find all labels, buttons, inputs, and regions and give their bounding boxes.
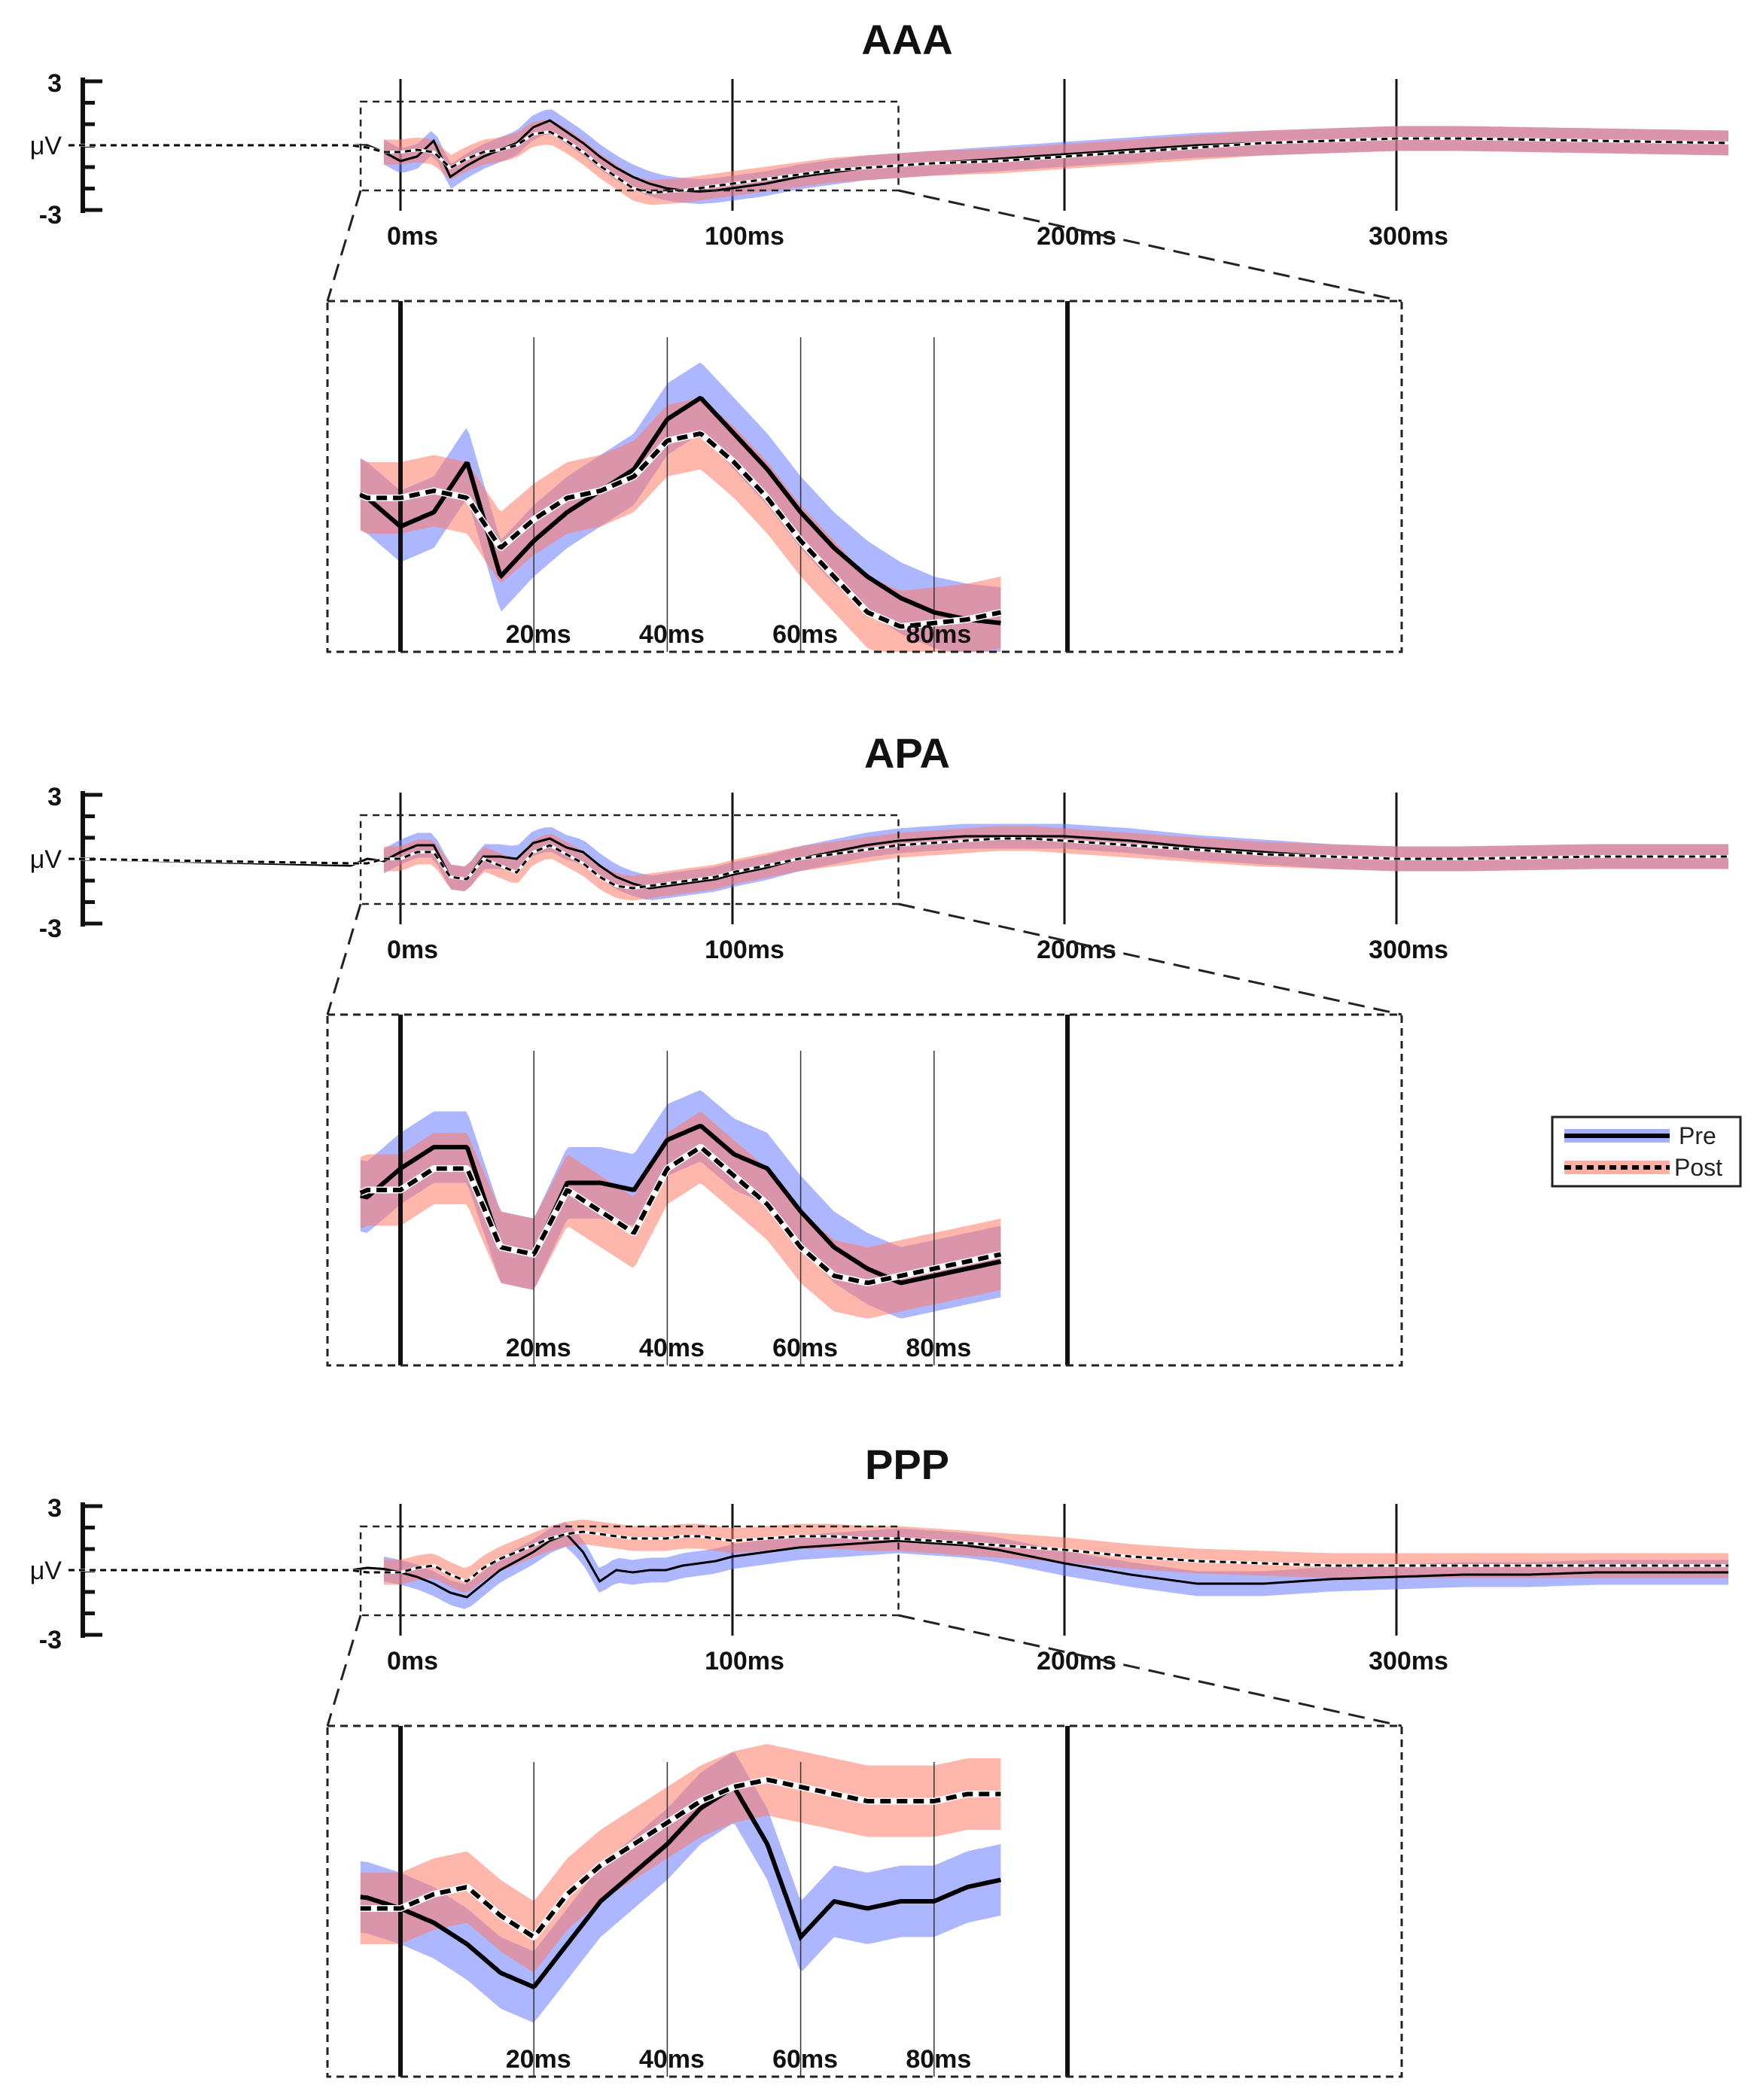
legend: Pre Post xyxy=(1551,1115,1742,1188)
inset-tick-label: 40ms xyxy=(639,620,705,649)
inset-pre-line xyxy=(360,1784,1002,1990)
zoom-region-box xyxy=(359,1525,900,1617)
x-tick-label: 0ms xyxy=(387,936,438,964)
inset-post-line xyxy=(360,1777,1001,1940)
y-tick-label: -3 xyxy=(39,915,62,943)
inset-frame xyxy=(326,1013,1403,1367)
inset-post-line xyxy=(359,1145,1002,1286)
inset-tick-label: 60ms xyxy=(772,620,838,649)
x-tick-label: 100ms xyxy=(705,222,784,251)
inset-plot xyxy=(360,1726,1070,2077)
inset-tick-label: 20ms xyxy=(506,2045,571,2074)
legend-label-pre: Pre xyxy=(1679,1122,1716,1149)
y-tick-label: -3 xyxy=(39,201,62,230)
y-tick-label: 3 xyxy=(47,1494,62,1523)
x-tick-label: 100ms xyxy=(705,1647,784,1675)
inset-tick-label: 20ms xyxy=(506,620,571,649)
inset-plot xyxy=(359,1015,1070,1365)
zoom-connector xyxy=(898,902,1402,1016)
zoom-connector xyxy=(898,1614,1402,1727)
post-line xyxy=(68,837,1728,890)
x-tick-label: 300ms xyxy=(1369,1647,1448,1675)
inset-tick-label: 60ms xyxy=(772,2045,838,2074)
inset-plot xyxy=(359,301,1070,652)
panel-title: AAA xyxy=(861,16,952,63)
zoom-connector xyxy=(898,189,1402,303)
x-tick-label: 100ms xyxy=(705,936,784,964)
inset-post-band xyxy=(360,1744,1001,1973)
zoom-region-box xyxy=(359,814,900,905)
pre-band xyxy=(383,1522,1728,1609)
y-axis-label: μV xyxy=(30,1557,62,1585)
inset-pre-line xyxy=(359,396,1001,625)
y-tick-label: 3 xyxy=(47,783,62,811)
inset-tick-label: 20ms xyxy=(506,1334,571,1362)
zoom-connector xyxy=(326,903,362,1015)
x-tick-label: 300ms xyxy=(1369,936,1448,964)
zoom-connector xyxy=(326,1615,362,1727)
post-band xyxy=(383,120,1728,205)
x-tick-label: 0ms xyxy=(387,222,438,251)
legend-label-post: Post xyxy=(1674,1154,1722,1181)
inset-post-line xyxy=(359,431,1002,629)
inset-tick-label: 80ms xyxy=(906,620,971,649)
inset-tick-label: 80ms xyxy=(906,1334,971,1362)
inset-tick-label: 80ms xyxy=(906,2045,971,2074)
post-line xyxy=(69,130,1729,194)
panel-title: APA xyxy=(864,729,950,777)
inset-frame xyxy=(326,300,1403,653)
post-band xyxy=(383,826,1728,901)
x-tick-label: 0ms xyxy=(387,1647,438,1675)
y-axis-label: μV xyxy=(30,845,62,874)
panel-title: PPP xyxy=(865,1441,949,1488)
y-axis-label: μV xyxy=(30,132,62,160)
post-line xyxy=(69,1530,1728,1583)
legend-swatch-post xyxy=(1564,1161,1670,1174)
inset-tick-label: 40ms xyxy=(639,1334,705,1362)
inset-post-band xyxy=(360,1112,1001,1319)
y-tick-label: 3 xyxy=(47,69,62,98)
zoom-region-box xyxy=(359,100,900,192)
legend-box xyxy=(1551,1115,1742,1188)
inset-tick-label: 40ms xyxy=(639,2045,705,2074)
x-tick-label: 300ms xyxy=(1369,222,1448,251)
inset-tick-label: 60ms xyxy=(772,1334,838,1362)
inset-frame xyxy=(326,1724,1403,2078)
y-tick-label: -3 xyxy=(39,1626,62,1654)
zoom-connector xyxy=(326,190,362,302)
